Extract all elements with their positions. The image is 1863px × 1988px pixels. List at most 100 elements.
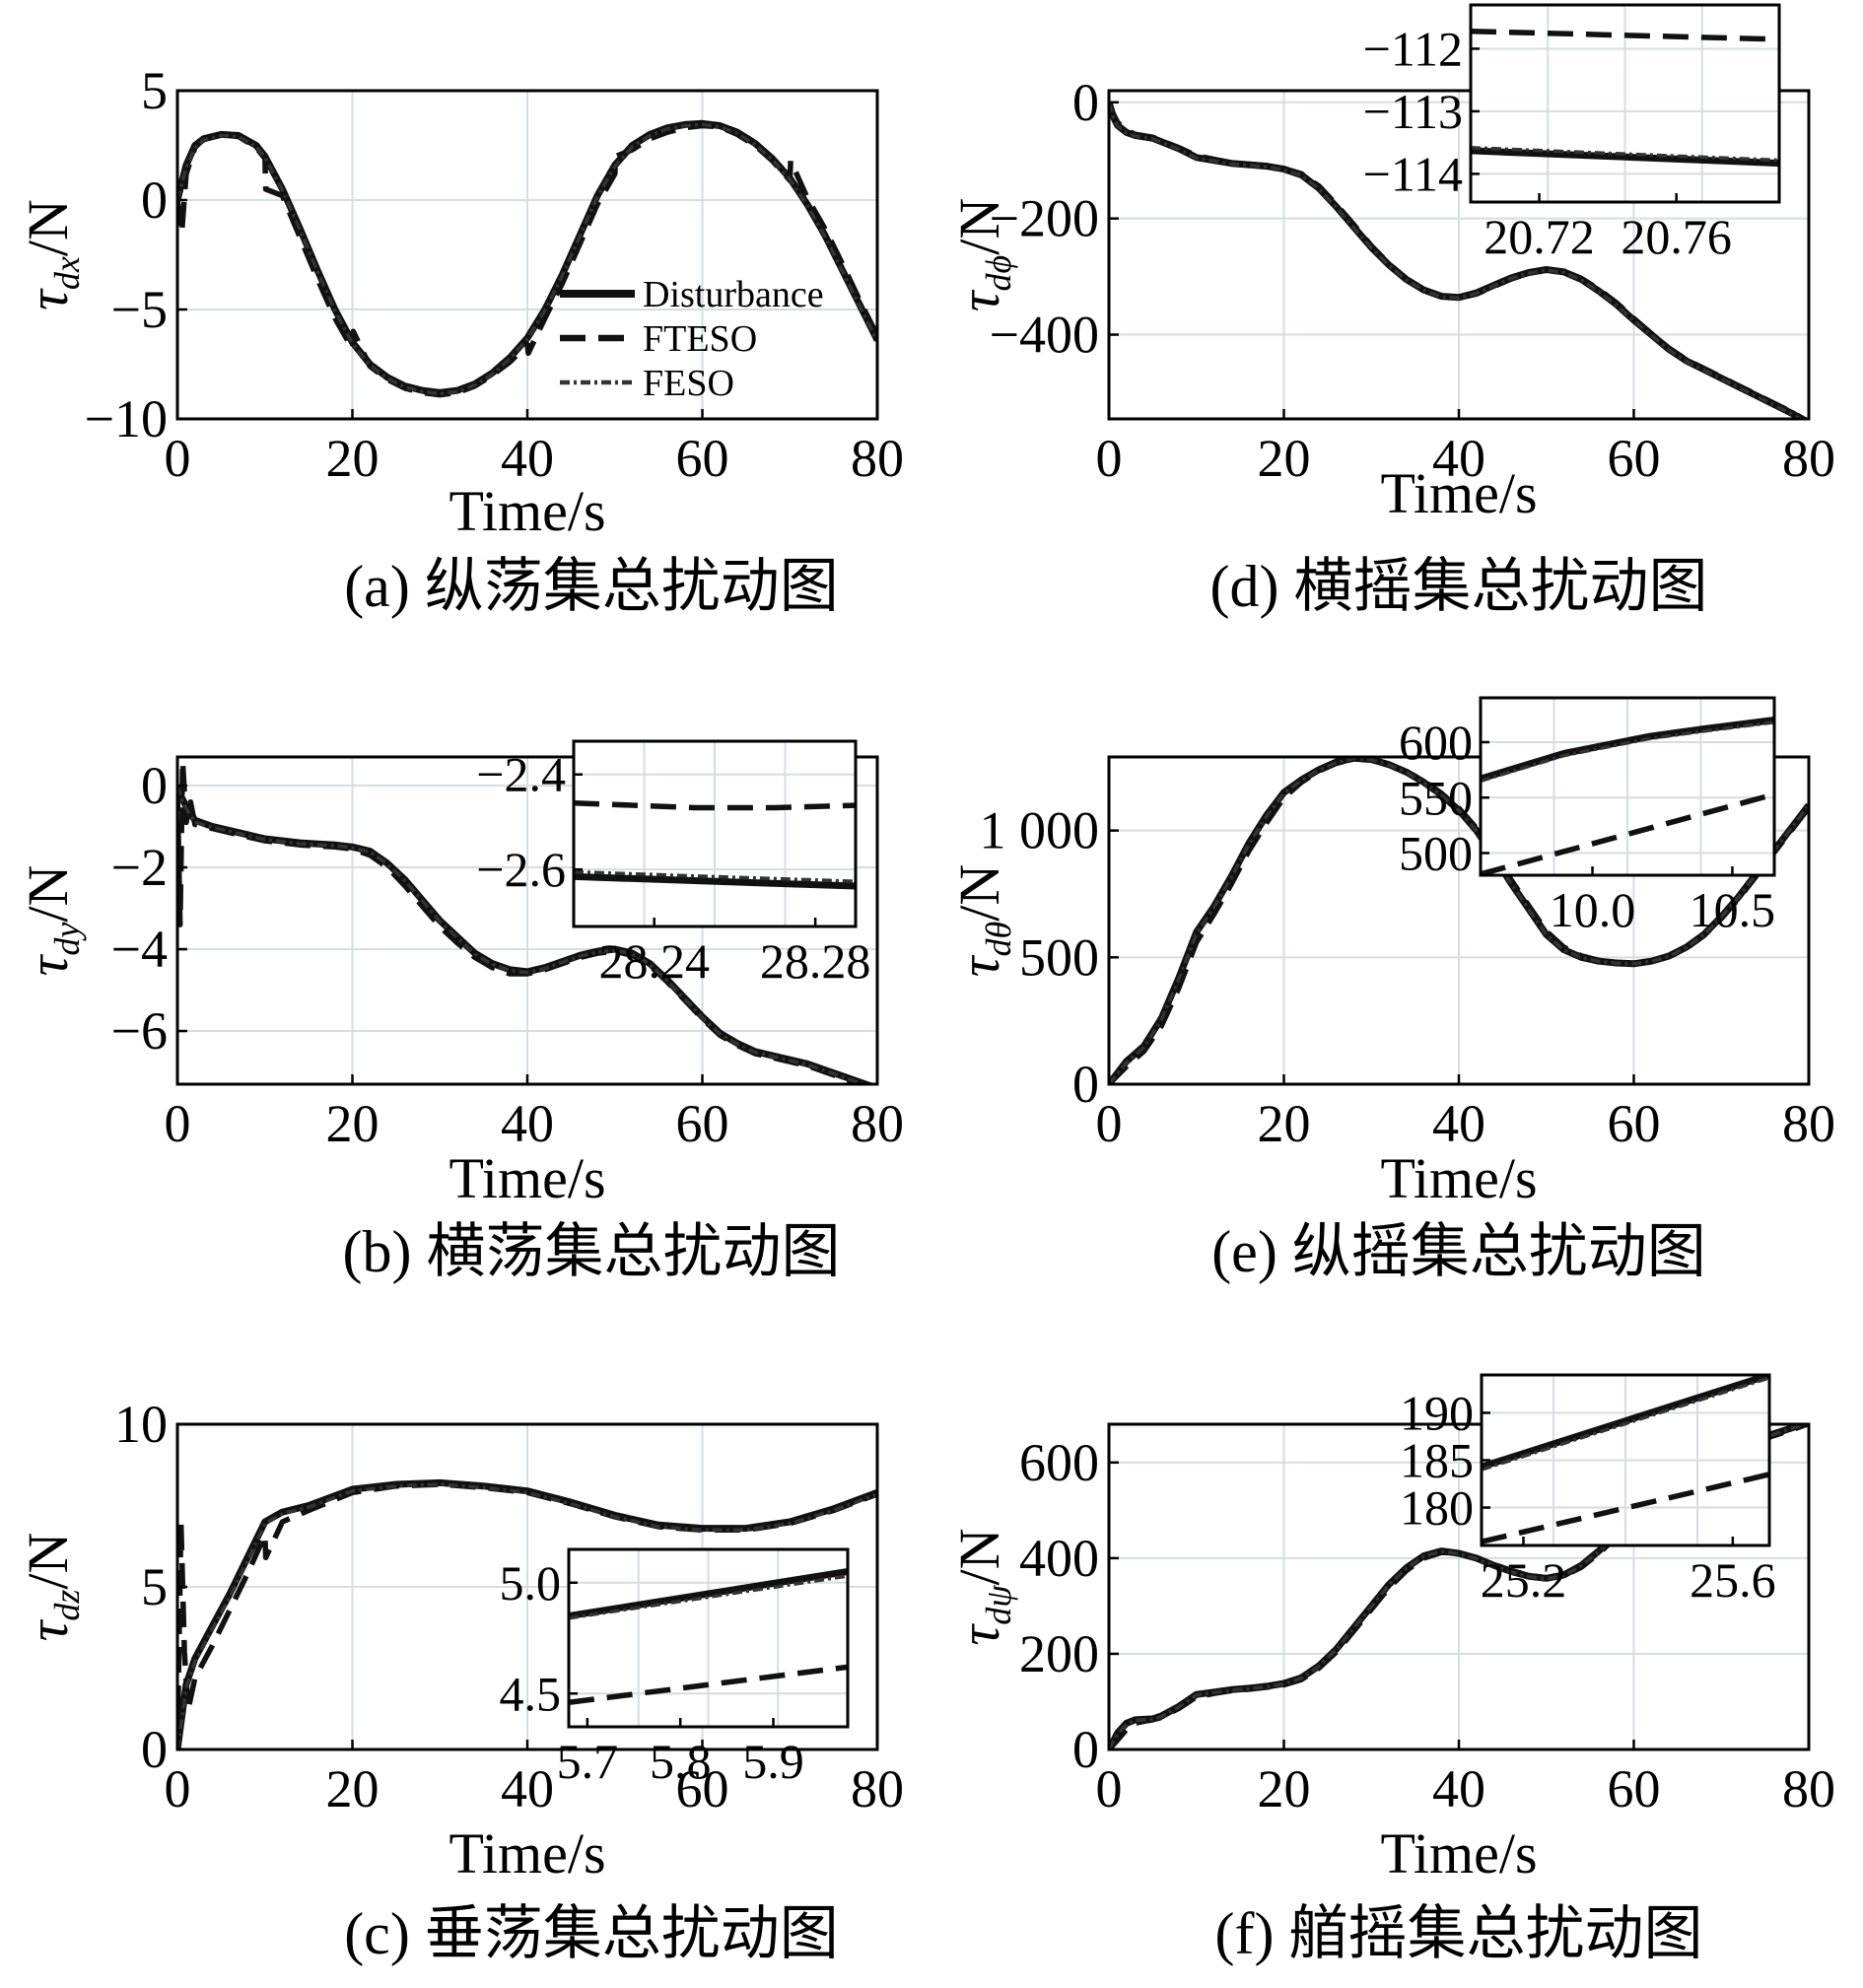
panel-c-series-feso (177, 1482, 877, 1749)
y-axis-label: τdθ/N (947, 864, 1018, 977)
x-tick-label: 0 (1096, 1094, 1123, 1153)
panel-caption: (d) 横摇集总扰动图 (1210, 554, 1708, 619)
inset-box (1469, 3, 1781, 204)
x-axis-label: Time/s (448, 1146, 605, 1210)
inset-x-tick-label: 28.24 (598, 933, 710, 989)
inset-c-series-fteso (569, 1664, 848, 1706)
inset-x-tick-label: 20.76 (1621, 209, 1732, 264)
x-tick-label: 60 (676, 1759, 729, 1818)
y-label-unit: /N (16, 1533, 80, 1590)
inset-x-tick-label: 28.28 (760, 933, 871, 989)
y-label-subscript: dz (47, 1590, 87, 1621)
x-tick-label: 20 (326, 1094, 380, 1153)
inset-y-tick-label: 185 (1400, 1433, 1474, 1488)
inset-c-series-feso (569, 1574, 848, 1620)
y-tick-label: 600 (1019, 1433, 1099, 1492)
y-label-unit: /N (947, 864, 1011, 922)
inset-y-tick-label: −113 (1363, 84, 1463, 139)
x-tick-label: 60 (1608, 1759, 1661, 1818)
y-tick-label: 0 (141, 1720, 168, 1779)
y-label-subscript: dψ (979, 1585, 1018, 1625)
x-tick-label: 40 (501, 1759, 554, 1818)
y-label-symbol: τ (16, 953, 80, 976)
x-tick-label: 0 (165, 1759, 191, 1818)
y-label-symbol: τ (947, 1623, 1011, 1646)
inset-y-tick-label: −2.6 (476, 842, 566, 897)
x-tick-label: 60 (676, 429, 729, 488)
x-tick-label: 80 (1782, 1094, 1835, 1153)
inset-y-tick-label: 550 (1399, 770, 1473, 825)
x-tick-label: 80 (851, 429, 904, 488)
x-tick-label: 0 (1096, 1759, 1123, 1818)
y-label-subscript: dθ (979, 922, 1018, 957)
y-axis-label: τdx/N (16, 199, 87, 310)
inset-y-tick-label: 180 (1400, 1480, 1474, 1536)
x-tick-label: 60 (1608, 1094, 1661, 1153)
y-tick-label: 0 (1072, 1720, 1099, 1779)
y-tick-label: −200 (990, 189, 1099, 248)
y-tick-label: 10 (114, 1395, 168, 1454)
panel-a-series-feso (177, 122, 877, 396)
x-axis-label: Time/s (448, 479, 605, 543)
y-tick-label: 0 (141, 756, 168, 815)
y-tick-label: 500 (1019, 927, 1099, 987)
y-label-unit: /N (947, 198, 1011, 255)
inset-x-tick-label: 10.0 (1550, 882, 1636, 937)
inset-y-tick-label: 500 (1399, 826, 1473, 881)
inset-y-tick-label: 600 (1399, 715, 1473, 770)
y-tick-label: −10 (85, 389, 168, 448)
panel-d-series-feso (1109, 102, 1805, 419)
panel-caption: (b) 横荡集总扰动图 (343, 1219, 841, 1284)
panel-a-series-fteso (177, 122, 877, 398)
y-axis-label: τdϕ/N (947, 198, 1018, 311)
inset-y-tick-label: 4.5 (500, 1666, 562, 1721)
panel-caption: (f) 艏摇集总扰动图 (1215, 1901, 1703, 1966)
y-tick-label: 400 (1019, 1529, 1099, 1588)
y-label-unit: /N (947, 1528, 1011, 1585)
inset-f-series-fteso (1482, 1472, 1769, 1544)
y-label-subscript: dx (47, 256, 87, 290)
panel-caption: (c) 垂荡集总扰动图 (344, 1901, 839, 1966)
inset-y-tick-label: −112 (1363, 21, 1463, 76)
panel-e-series-feso (1109, 757, 1809, 1084)
inset-c: 5.7 5.8 5.9 5.0 4.5 (500, 1547, 850, 1789)
inset-box (572, 739, 858, 928)
x-tick-label: 40 (1432, 429, 1485, 488)
x-tick-label: 80 (1782, 1759, 1835, 1818)
y-tick-label: 5 (141, 1557, 168, 1616)
x-tick-label: 80 (851, 1759, 904, 1818)
x-tick-label: 80 (1782, 429, 1835, 488)
inset-x-tick-label: 5.7 (557, 1734, 619, 1789)
x-tick-label: 40 (501, 1094, 554, 1153)
inset-b-series-feso (574, 869, 856, 883)
x-tick-label: 40 (1432, 1759, 1485, 1818)
y-label-symbol: τ (947, 289, 1011, 311)
panel-d-series-fteso (1109, 101, 1809, 419)
y-label-subscript: dy (47, 923, 87, 956)
inset-y-tick-label: −114 (1363, 146, 1463, 201)
panel-b-series-feso (177, 785, 869, 1084)
y-axis-label: τdψ/N (947, 1528, 1018, 1645)
inset-x-tick-label: 20.72 (1484, 209, 1595, 264)
inset-d: 20.72 20.76 −112 −113 −114 (1363, 3, 1781, 264)
inset-y-tick-label: 190 (1400, 1385, 1474, 1440)
inset-e-series-feso (1481, 720, 1774, 784)
panel-caption: (a) 纵荡集总扰动图 (344, 554, 839, 619)
inset-d-series-fteso (1471, 28, 1779, 42)
inset-b-series-fteso (574, 799, 856, 811)
legend-label-feso: FESO (643, 363, 734, 404)
y-tick-label: −6 (111, 1001, 168, 1061)
x-tick-label: 40 (1432, 1094, 1485, 1153)
x-tick-label: 80 (851, 1094, 904, 1153)
x-tick-label: 40 (501, 429, 554, 488)
inset-x-tick-label: 25.2 (1481, 1552, 1567, 1608)
panel-b: 0 20 40 60 80 0 −2 −4 −6 τdy/N Time/s (b) 横荡集总扰动图 (16, 755, 904, 1284)
y-label-subscript: dϕ (979, 255, 1018, 292)
y-label-symbol: τ (947, 954, 1011, 977)
y-tick-label: 5 (141, 61, 168, 120)
inset-box (567, 1547, 850, 1729)
